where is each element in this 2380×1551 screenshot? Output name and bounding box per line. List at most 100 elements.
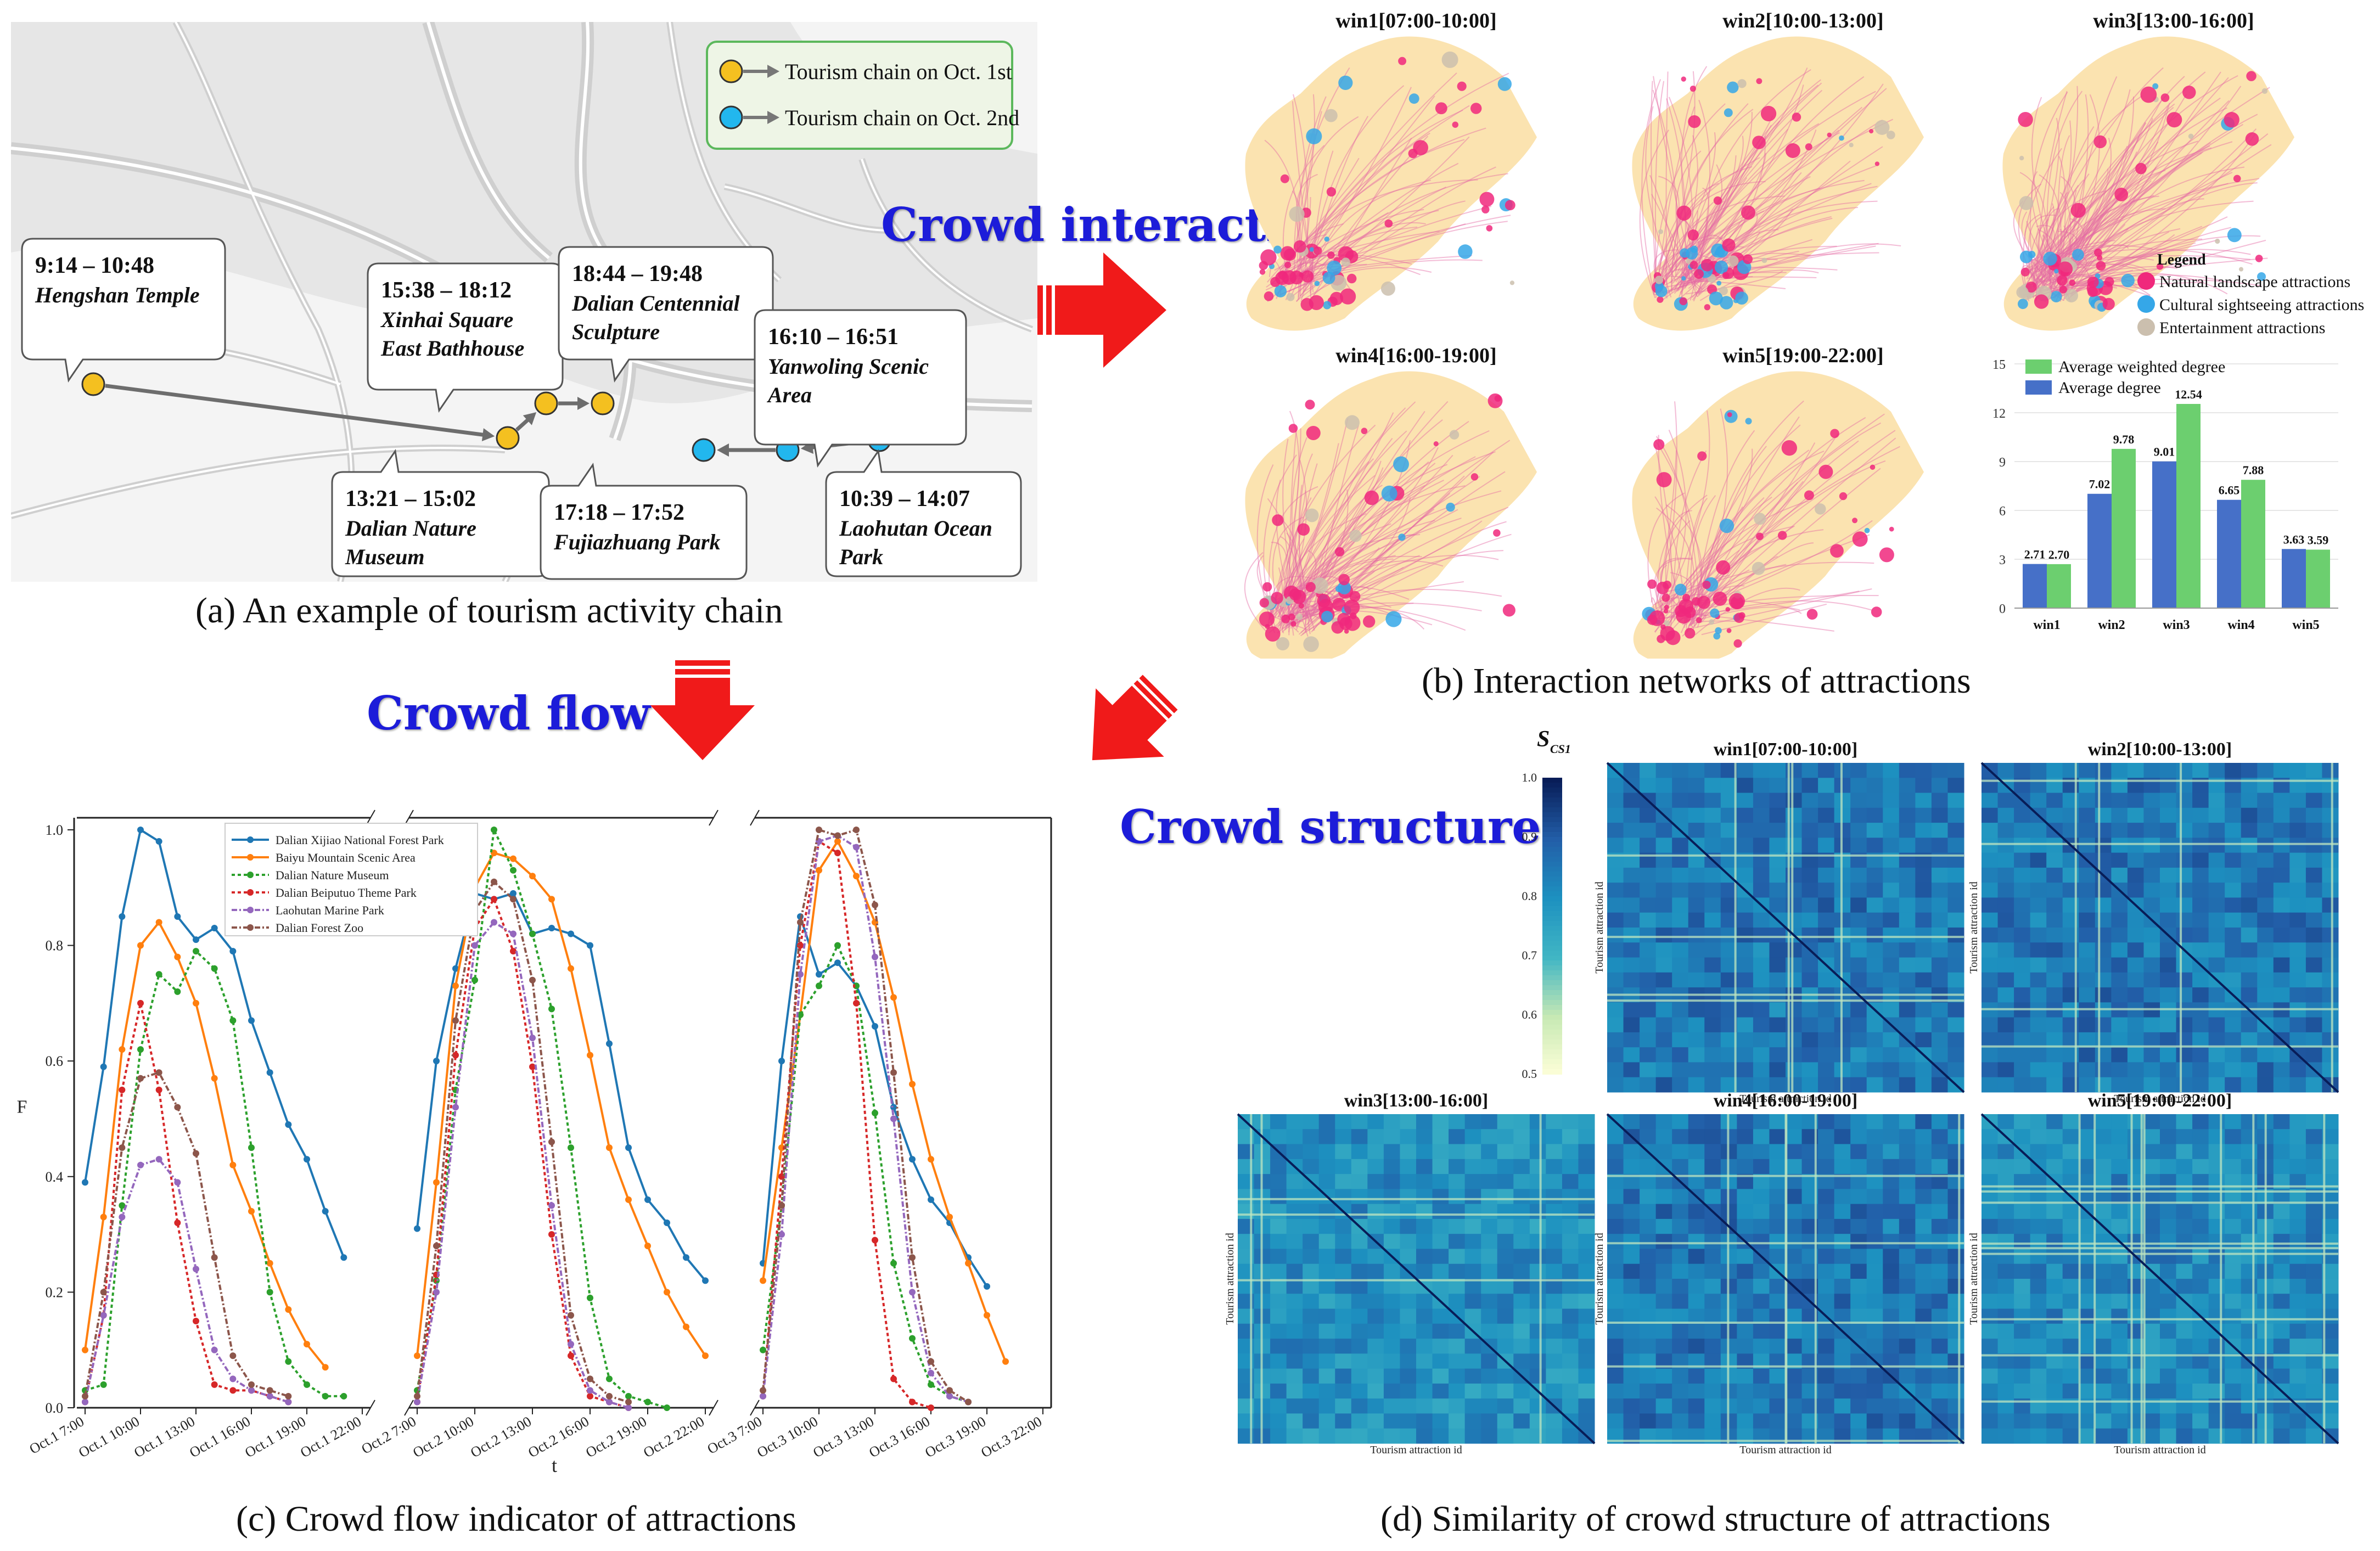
heatmap-cell <box>2127 972 2144 988</box>
legend-label: Tourism chain on Oct. 1st <box>785 59 1012 84</box>
series-point <box>285 1398 292 1406</box>
heatmap-cell <box>1688 1204 1705 1220</box>
heatmap-cell <box>1481 1249 1498 1265</box>
bar-ytick: 0 <box>1999 602 2006 616</box>
heatmap-cell <box>1672 1294 1689 1310</box>
series-point <box>100 1381 107 1388</box>
series-point <box>1002 1358 1009 1365</box>
bar-avg-degree <box>2152 461 2176 608</box>
network-node <box>1697 451 1707 461</box>
heatmap-cell <box>1737 957 1754 973</box>
heatmap-cell <box>1529 1428 1546 1444</box>
heatmap-cell <box>1383 1339 1400 1354</box>
heatmap-cell <box>1562 1189 1579 1205</box>
network-edge <box>1279 430 1407 615</box>
network-edge <box>2013 201 2052 283</box>
heatmap-cell <box>1449 1174 1466 1189</box>
heatmap-cell <box>1915 1017 1932 1033</box>
heatmap-cell <box>1818 1129 1835 1145</box>
network-node <box>1505 200 1515 211</box>
network-node <box>1364 490 1379 505</box>
heatmap-cell <box>1640 1129 1657 1145</box>
heatmap-cell <box>1850 763 1867 778</box>
heatmap-cell <box>1640 1189 1657 1205</box>
heatmap-cell <box>1769 957 1786 973</box>
network-node <box>1760 105 1777 122</box>
network-node <box>2087 286 2098 297</box>
series-point <box>471 942 478 949</box>
heatmap-cell <box>2079 1159 2096 1175</box>
network-edge <box>1293 212 1389 273</box>
heatmap-cell <box>1655 942 1672 958</box>
heatmap-cell <box>1982 1032 1999 1048</box>
colorbar-tick: 0.8 <box>1522 889 1537 903</box>
network-edge <box>1292 611 1328 636</box>
network-edge <box>2038 206 2059 281</box>
heatmap-cell <box>1449 1398 1466 1414</box>
network-edge <box>1278 567 1283 618</box>
bar-category-label: win2 <box>2098 618 2125 632</box>
heatmap-cell <box>1899 1204 1916 1220</box>
heatmap-cell <box>2030 1114 2047 1129</box>
xtick-label: Oct.2 19:00 <box>583 1413 649 1460</box>
series-point <box>174 953 181 960</box>
series-point <box>853 827 860 833</box>
heatmap-cell <box>1607 1234 1624 1249</box>
heatmap-cell <box>1899 763 1916 778</box>
colorbar-cell <box>1542 837 1562 842</box>
heatmap-cell <box>1562 1204 1579 1220</box>
network-node <box>2135 162 2147 175</box>
heatmap-cell <box>1982 1428 1999 1444</box>
land-shape <box>1245 36 1537 331</box>
network-node <box>1653 439 1665 451</box>
colorbar-cell <box>1542 788 1562 793</box>
heatmap-cell <box>1931 1047 1948 1063</box>
heatmap-cell <box>1850 957 1867 973</box>
heatmap-cell <box>1655 883 1672 898</box>
series-point <box>984 1283 990 1290</box>
heatmap-cell <box>1335 1129 1352 1145</box>
heatmap-cell <box>2127 763 2144 778</box>
network-node <box>1713 591 1727 606</box>
heatmap-cell <box>2046 1159 2063 1175</box>
xtick-label: Oct.2 16:00 <box>525 1413 592 1460</box>
heatmap-cell <box>1640 912 1657 928</box>
heatmap-cell <box>2079 1047 2096 1063</box>
heatmap-cell <box>1769 763 1786 778</box>
series-point <box>816 827 822 833</box>
heatmap-cell <box>1513 1383 1530 1399</box>
heatmap-cell <box>2127 928 2144 943</box>
series-point <box>229 1017 237 1024</box>
heatmap-cell <box>1546 1428 1563 1444</box>
heatmap-cell <box>1351 1189 1368 1205</box>
heatmap-cell <box>2143 1428 2160 1444</box>
heatmap-cell <box>1607 1383 1624 1399</box>
heatmap-cell <box>2030 1279 2047 1294</box>
series-point <box>965 1260 972 1267</box>
heatmap-cell <box>1866 1159 1883 1175</box>
heatmap-stripe <box>2074 763 2077 1092</box>
heatmap-cell <box>1801 867 1818 883</box>
network-node <box>2016 286 2029 299</box>
heatmap-cell <box>1655 823 1672 838</box>
heatmap-cell <box>1640 1339 1657 1354</box>
network-edge <box>2050 282 2204 292</box>
heatmap-cell <box>1513 1398 1530 1414</box>
heatmap-cell <box>1367 1218 1384 1234</box>
heatmap-cell <box>1982 1383 1999 1399</box>
heatmap-cell <box>1383 1159 1400 1175</box>
heatmap-cell <box>1672 1263 1689 1279</box>
heatmap-cell <box>1818 823 1835 838</box>
heatmap-cell <box>2160 1159 2177 1175</box>
heatmap-cell <box>1513 1308 1530 1324</box>
callout-box <box>558 246 774 383</box>
heatmap-cell <box>2143 1204 2160 1220</box>
network-edge <box>1284 430 1490 614</box>
heatmap-cell <box>2225 883 2242 898</box>
heatmap-cell <box>2305 1129 2322 1145</box>
network-node <box>1334 547 1345 557</box>
heatmap-stripe <box>1982 1008 2338 1010</box>
series-point <box>890 1115 897 1122</box>
